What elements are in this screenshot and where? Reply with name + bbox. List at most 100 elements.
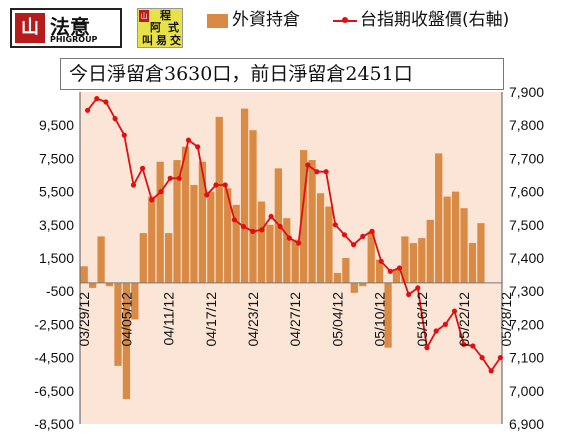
logo-badge: 山 <box>15 13 45 43</box>
holding-bar <box>257 201 266 283</box>
price-point <box>103 99 109 105</box>
price-point <box>185 137 192 143</box>
holding-bar <box>97 236 105 283</box>
holding-bar <box>401 236 409 283</box>
x-tick-label: 04/11/12 <box>161 292 177 346</box>
legend-line-label: 台指期收盤價(右軸) <box>360 10 510 30</box>
price-point <box>360 233 366 239</box>
holding-bar <box>198 161 207 283</box>
x-tick-label: 04/27/12 <box>287 292 303 347</box>
holding-bar <box>308 160 316 283</box>
holding-bar <box>325 206 333 283</box>
logo-brand-name: 法意 <box>50 15 90 39</box>
holding-bar <box>240 108 249 283</box>
right-axis-tick-label: 7,100 <box>509 350 544 366</box>
holding-bar <box>139 233 147 283</box>
program-logo-char: 交 <box>170 34 181 47</box>
holding-bar <box>384 282 392 348</box>
price-point <box>479 355 485 361</box>
holding-bar <box>350 282 358 293</box>
left-axis-tick-label: -4,500 <box>34 350 74 366</box>
price-point <box>406 291 412 298</box>
holding-bar <box>435 153 443 283</box>
price-point <box>369 228 375 234</box>
holding-bar <box>359 282 367 287</box>
holding-bar <box>232 204 240 283</box>
price-point <box>85 107 91 113</box>
left-axis-tick-label: 3,500 <box>39 217 74 233</box>
holding-bar <box>477 223 485 283</box>
legend-bar-label: 外資持倉 <box>232 10 300 30</box>
right-axis-tick-label: 7,700 <box>509 150 544 166</box>
price-point <box>213 182 219 188</box>
price-point <box>296 240 302 246</box>
left-axis-tick-label: 1,500 <box>39 250 74 266</box>
price-point <box>149 197 155 203</box>
holding-bar <box>283 218 291 283</box>
program-logo-char: 叫 <box>142 34 153 47</box>
price-point <box>277 223 283 230</box>
holding-bar <box>316 193 325 283</box>
holding-bar <box>89 282 97 288</box>
legend-line-marker <box>342 17 348 23</box>
price-point <box>378 258 384 264</box>
right-axis-tick-label: 7,900 <box>509 84 544 100</box>
left-axis-tick-label: 9,500 <box>39 117 74 133</box>
price-point <box>415 285 421 291</box>
price-point <box>268 213 274 220</box>
holding-bar <box>291 239 299 283</box>
holding-bar <box>375 259 384 283</box>
x-tick-label: 05/22/12 <box>456 292 472 347</box>
price-point <box>222 182 228 188</box>
price-point <box>259 227 265 233</box>
price-point <box>121 132 127 138</box>
right-axis-tick-label: 6,900 <box>509 416 544 432</box>
holding-bar <box>333 272 342 283</box>
right-axis-tick-label: 7,500 <box>509 217 544 233</box>
right-axis-tick-label: 7,300 <box>509 283 544 299</box>
price-point <box>341 232 348 238</box>
price-point <box>451 308 458 314</box>
logo-brand-sub: PHIGROUP <box>50 35 98 44</box>
x-tick-label: 04/17/12 <box>203 292 219 347</box>
price-point <box>305 162 311 168</box>
x-tick-label: 04/23/12 <box>245 292 261 347</box>
holding-bar <box>266 224 274 283</box>
holding-bar <box>105 282 114 287</box>
holding-bar <box>249 130 257 283</box>
x-tick-label: 05/10/12 <box>372 292 388 347</box>
right-axis-tick-label: 7,000 <box>509 383 544 399</box>
program-logo-char: 程 <box>160 9 171 22</box>
price-point <box>497 355 503 361</box>
left-axis-tick-label: -500 <box>46 283 74 299</box>
phigroup-logo: 山 法意 PHIGROUP <box>10 8 122 48</box>
x-tick-label: 05/28/12 <box>498 292 514 347</box>
price-point <box>488 368 494 374</box>
holding-bar <box>451 191 460 283</box>
left-axis-tick-label: -6,500 <box>34 383 74 399</box>
left-axis-tick-label: 5,500 <box>39 184 74 200</box>
left-axis-tick-label: 7,500 <box>39 150 74 166</box>
program-logo-char: 易 <box>156 34 167 47</box>
x-tick-label: 05/04/12 <box>329 292 345 347</box>
x-tick-label: 04/05/12 <box>118 292 134 347</box>
price-point <box>314 169 320 175</box>
price-point <box>387 268 393 274</box>
price-point <box>424 345 430 351</box>
holding-bar <box>190 184 198 283</box>
price-point <box>323 169 329 175</box>
price-point <box>140 165 146 171</box>
price-point <box>286 235 292 241</box>
price-point <box>167 175 173 181</box>
price-point <box>231 217 237 223</box>
right-axis-tick-label: 7,600 <box>509 184 544 200</box>
holding-bar <box>122 282 131 400</box>
program-logo-tag: 山 <box>139 10 149 22</box>
price-point <box>130 182 137 188</box>
price-line <box>86 97 502 373</box>
price-point <box>94 96 100 102</box>
holding-bar <box>173 160 181 283</box>
holding-bar <box>131 282 139 320</box>
